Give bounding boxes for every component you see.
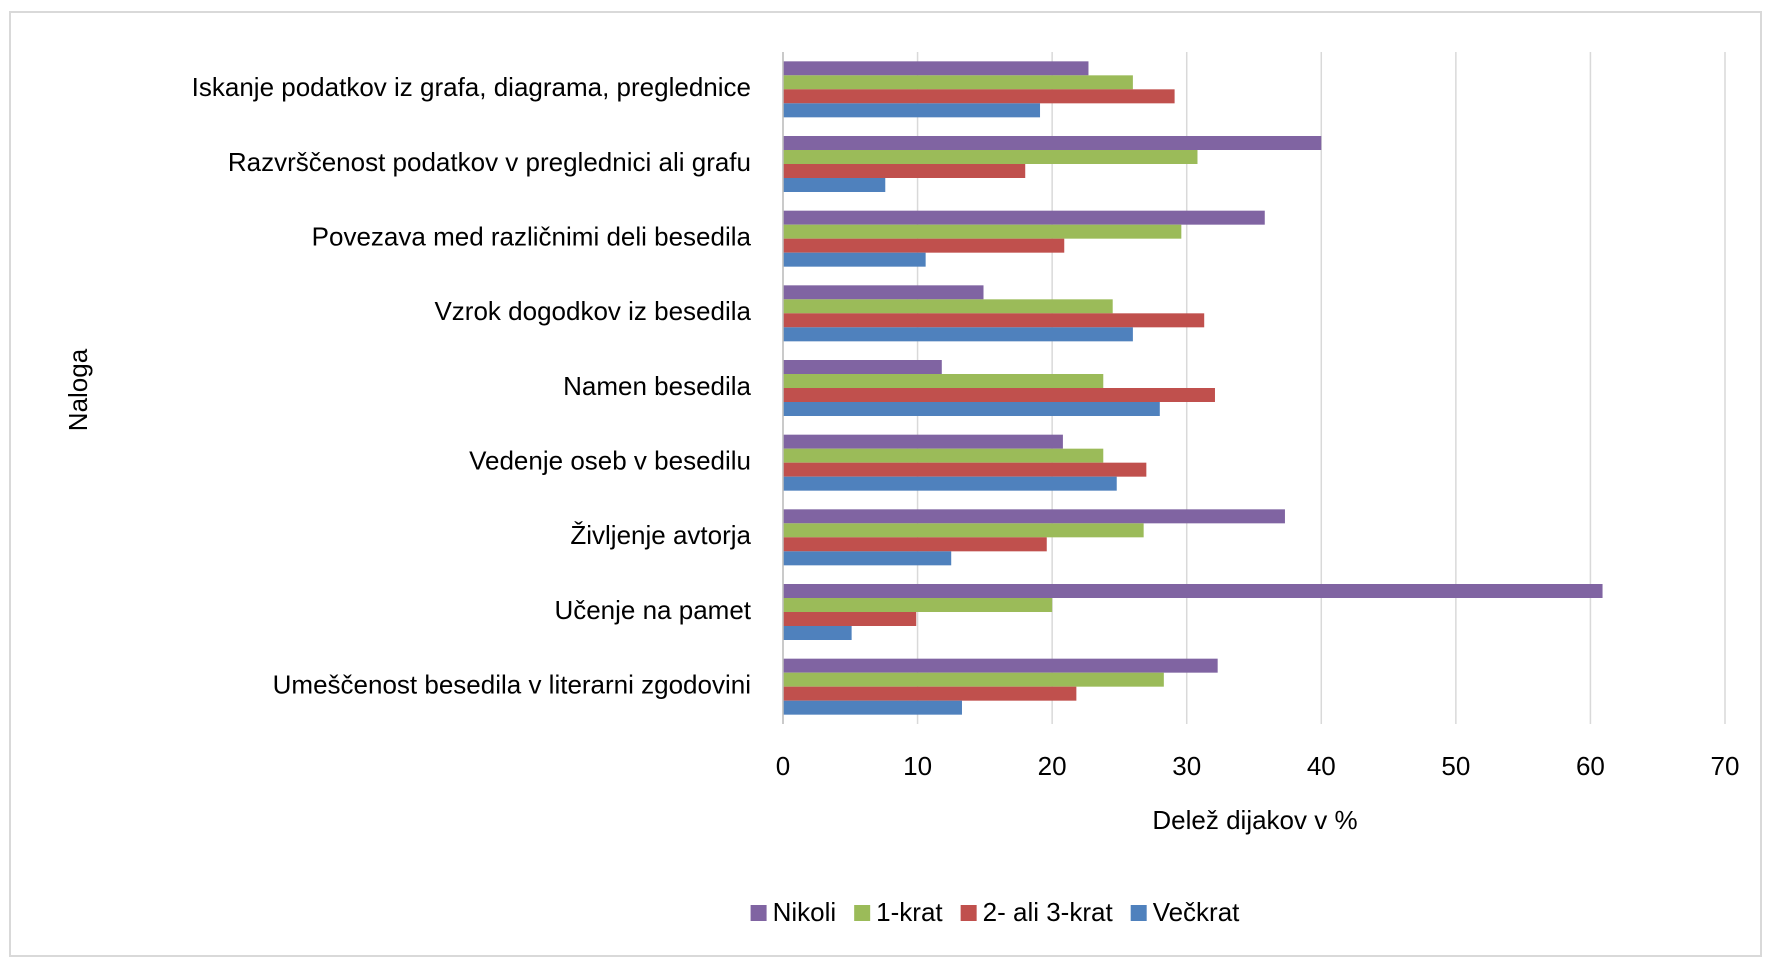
y-tick-label: Vzrok dogodkov iz besedila [434,296,751,326]
bar [783,374,1104,388]
bar [783,584,1603,598]
bar [783,89,1175,104]
bar [783,448,1104,463]
bar [783,523,1144,538]
bar [783,686,1077,701]
bar [783,164,1026,178]
bar [783,360,942,374]
bar [783,150,1198,164]
legend-swatch [854,905,871,921]
bar [783,626,852,640]
legend-swatch [1130,905,1147,921]
bar [783,462,1147,477]
bar [783,476,1117,491]
bar [783,672,1164,687]
bar [783,75,1133,90]
legend-label: 2- ali 3-krat [983,897,1114,927]
y-tick-label: Povezava med različnimi deli besedila [312,222,752,252]
bar [783,61,1089,76]
y-tick-label: Namen besedila [563,371,751,401]
legend-swatch [960,905,977,921]
legend-label: 1-krat [876,897,943,927]
bar [783,136,1322,150]
x-tick-label: 40 [1307,751,1336,781]
bar [783,299,1113,314]
bar [783,252,926,267]
bar [783,238,1065,253]
y-tick-label: Razvrščenost podatkov v preglednici ali … [228,147,751,177]
bar [783,402,1160,416]
x-tick-label: 20 [1038,751,1067,781]
bar [783,658,1218,673]
y-axis-title: Naloga [63,348,93,431]
bar [783,103,1041,118]
y-tick-label: Življenje avtorja [570,520,751,550]
y-tick-label: Učenje na pamet [554,595,751,625]
bar [783,551,952,566]
x-tick-label: 30 [1172,751,1201,781]
x-tick-label: 50 [1441,751,1470,781]
bar [783,210,1265,225]
x-axis-title: Delež dijakov v % [1152,805,1357,835]
bar [783,313,1205,328]
bar [783,327,1133,342]
y-tick-label: Vedenje oseb v besedilu [469,446,751,476]
bar [783,612,917,626]
y-tick-label: Iskanje podatkov iz grafa, diagrama, pre… [192,72,751,102]
x-tick-label: 0 [776,751,790,781]
x-tick-label: 10 [903,751,932,781]
x-tick-label: 70 [1711,751,1740,781]
bar [783,509,1285,524]
legend-swatch [750,905,767,921]
legend-label: Nikoli [773,897,837,927]
bar [783,178,886,192]
legend-label: Večkrat [1153,897,1240,927]
y-tick-label: Umeščenost besedila v literarni zgodovin… [273,670,751,700]
bar [783,537,1047,552]
x-tick-label: 60 [1576,751,1605,781]
bar [783,388,1215,402]
bar [783,700,962,715]
bar [783,598,1053,612]
bar [783,224,1182,239]
bar [783,285,984,300]
bar [783,434,1063,449]
